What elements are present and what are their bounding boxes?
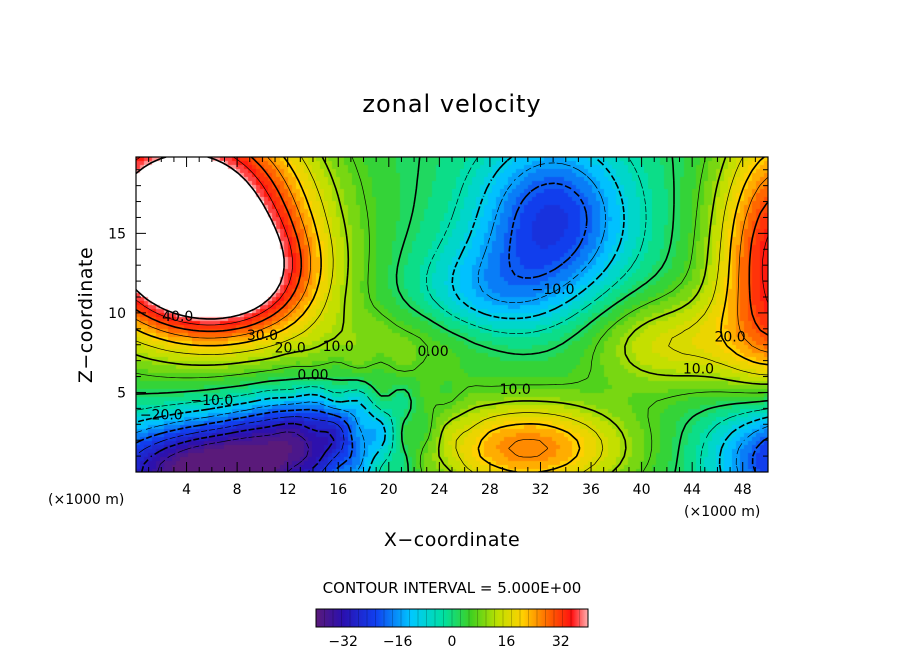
- contour-line: [136, 157, 768, 326]
- colorbar: −32 −16 0 16 32: [315, 608, 589, 650]
- x-tick-label: 4: [182, 482, 191, 498]
- x-axis-title: X−coordinate: [384, 529, 520, 551]
- colorbar-tick-label: 0: [448, 634, 457, 650]
- contour-label: −10.0: [190, 393, 233, 409]
- colorbar-divisions: [324, 609, 580, 627]
- y-tick-label: 15: [108, 226, 126, 242]
- y-axis-title: Z−coordinate: [75, 247, 97, 383]
- x-tick-label: 24: [430, 482, 448, 498]
- contour-label: 20.0: [275, 341, 306, 357]
- y-tick-labels: 5 10 15: [108, 226, 126, 401]
- x-tick-label: 8: [233, 482, 242, 498]
- colorbar-tick-labels: −32 −16 0 16 32: [328, 634, 569, 650]
- colorbar-tick-label: −32: [328, 634, 358, 650]
- contour-line: [136, 416, 345, 472]
- contour-line: [136, 157, 768, 336]
- contour-line: [136, 157, 768, 472]
- colorbar-gradient: [315, 608, 589, 628]
- chart-title: zonal velocity: [362, 90, 541, 118]
- x-tick-label: 32: [532, 482, 550, 498]
- contour-line: [136, 157, 768, 472]
- contour-label: 0.00: [417, 344, 448, 360]
- contour-label: 40.0: [162, 309, 193, 325]
- y-tick-label: 5: [117, 385, 126, 401]
- x-tick-label: 12: [279, 482, 297, 498]
- contour-label: 0.00: [297, 368, 328, 384]
- contour-label: 20.0: [714, 330, 745, 346]
- contour-lines: [136, 157, 768, 472]
- x-tick-label: 44: [683, 482, 701, 498]
- x-unit-right: (×1000 m): [684, 504, 760, 520]
- contour-label: 10.0: [683, 361, 714, 377]
- axis-ticks: [136, 157, 768, 472]
- contour-line: [136, 157, 768, 472]
- contour-line: [140, 422, 335, 472]
- contour-label: −20.0: [140, 408, 183, 424]
- colorbar-tick-label: −16: [383, 634, 413, 650]
- contour-line: [136, 157, 768, 472]
- x-tick-label: 20: [380, 482, 398, 498]
- x-unit-left: (×1000 m): [48, 492, 124, 508]
- contour-line: [136, 157, 768, 458]
- x-tick-label: 48: [734, 482, 752, 498]
- contour-line: [136, 157, 768, 472]
- x-tick-labels: 4 8 12 16 20 24 28 32 36 40 44 48: [182, 482, 752, 498]
- plot-area: 40.030.020.0 10.0 0.000.00−10.010.010.020.…: [135, 156, 769, 473]
- x-tick-label: 36: [582, 482, 600, 498]
- contour-line: [157, 431, 310, 472]
- x-tick-label: 40: [633, 482, 651, 498]
- contour-label: 10.0: [323, 339, 354, 355]
- contour-label: 10.0: [500, 382, 531, 398]
- x-tick-label: 16: [329, 482, 347, 498]
- contour-label: 30.0: [247, 328, 278, 344]
- contour-interval-text: CONTOUR INTERVAL = 5.000E+00: [323, 579, 582, 597]
- contour-line: [136, 157, 768, 472]
- contour-labels: 40.030.020.0 10.0 0.000.00−10.010.010.020.…: [140, 282, 746, 424]
- x-tick-label: 28: [481, 482, 499, 498]
- colorbar-tick-label: 16: [497, 634, 515, 650]
- colorbar-tick-label: 32: [552, 634, 570, 650]
- y-tick-label: 10: [108, 306, 126, 322]
- contour-line: [136, 157, 768, 472]
- contour-label: −10.0: [532, 282, 575, 298]
